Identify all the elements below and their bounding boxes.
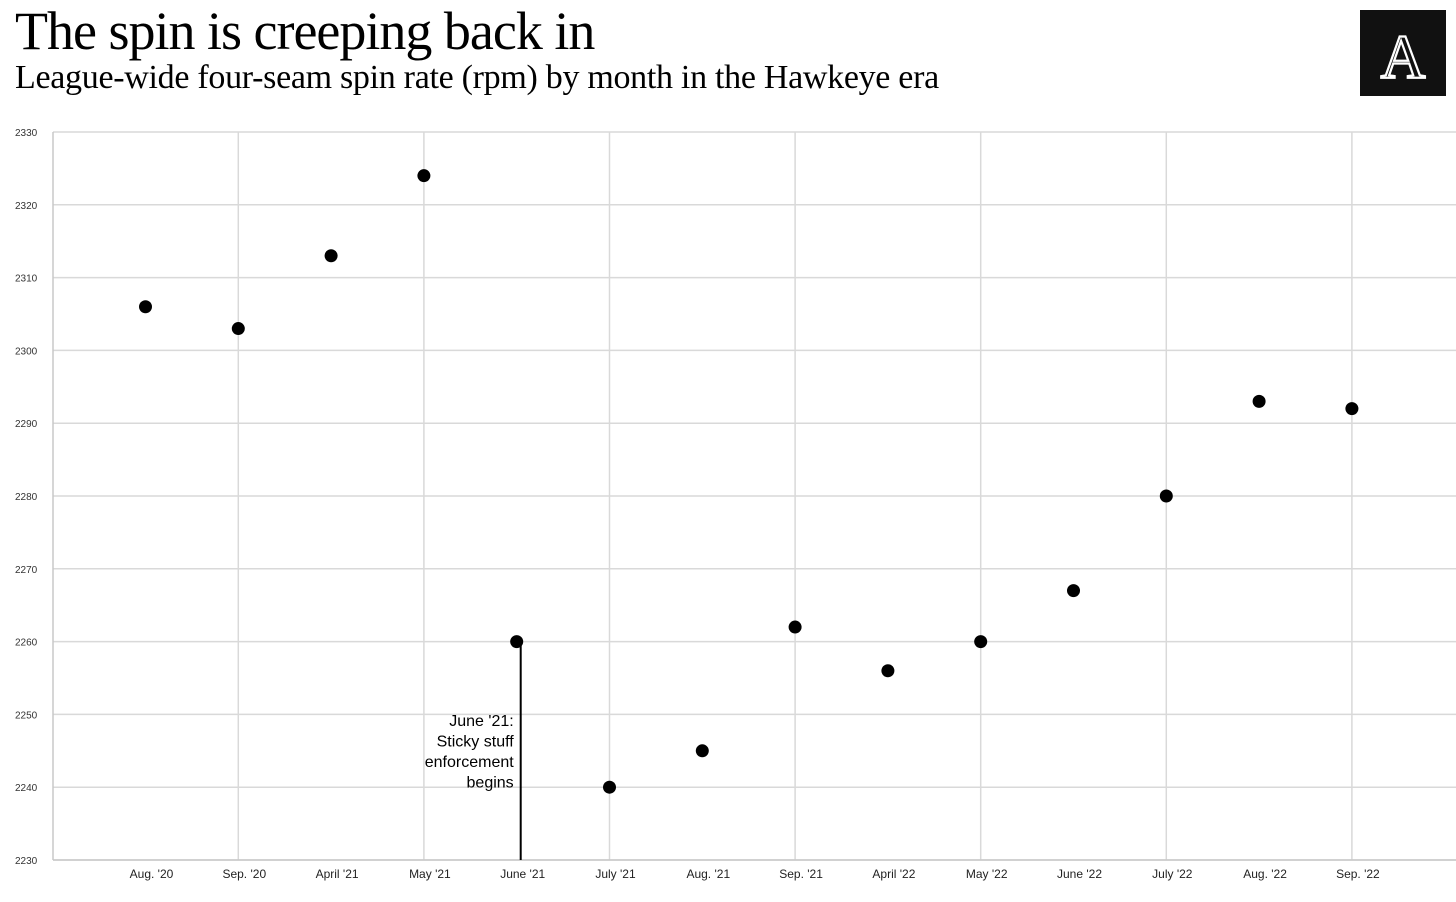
data-point	[324, 249, 338, 263]
y-axis-ticks: 2230 2240 2250 2260 2270 2280 2290 2300 2310 2320…	[15, 128, 38, 867]
data-point	[788, 620, 802, 634]
data-point	[695, 744, 709, 758]
data-point	[1345, 402, 1359, 416]
x-tick-label: Sep. '21	[779, 867, 823, 881]
annotation-line-text: June '21:	[449, 713, 513, 730]
x-tick-label: May '22	[966, 867, 1008, 881]
y-tick-label: 2290	[15, 419, 38, 430]
annotation-line-text: Sticky stuff	[437, 734, 515, 751]
x-tick-label: July '22	[1152, 867, 1193, 881]
x-tick-label: Sep. '22	[1336, 867, 1380, 881]
chart-title: The spin is creeping back in	[15, 1, 595, 61]
x-tick-label: June '21	[500, 867, 545, 881]
y-tick-label: 2280	[15, 492, 38, 503]
data-point	[139, 300, 152, 314]
x-tick-label: June '22	[1057, 867, 1102, 881]
data-point	[510, 635, 524, 649]
annotation-line-text: begins	[467, 775, 514, 792]
data-point	[974, 635, 988, 649]
data-point	[231, 322, 245, 336]
y-tick-label: 2310	[15, 274, 38, 285]
chart-subtitle: League-wide four-seam spin rate (rpm) by…	[15, 59, 939, 96]
data-point	[1067, 584, 1080, 598]
annotation-text: June '21: Sticky stuff enforcement begins	[425, 713, 514, 792]
y-tick-label: 2260	[15, 638, 38, 649]
x-tick-label: April '21	[316, 867, 359, 881]
y-tick-label: 2250	[15, 710, 38, 721]
x-tick-label: Aug. '22	[1243, 867, 1287, 881]
data-point	[881, 664, 895, 678]
annotation-line-text: enforcement	[425, 754, 514, 771]
y-tick-label: 2240	[15, 783, 38, 794]
athletic-logo-icon: A	[1380, 23, 1427, 93]
x-tick-label: Sep. '20	[222, 867, 266, 881]
x-tick-label: May '21	[409, 867, 451, 881]
x-tick-label: Aug. '20	[130, 867, 174, 881]
data-point	[1159, 489, 1173, 503]
data-point	[417, 169, 431, 183]
axes	[52, 132, 1456, 861]
x-tick-label: April '22	[872, 867, 915, 881]
y-tick-label: 2320	[15, 201, 38, 212]
y-tick-label: 2300	[15, 346, 38, 357]
x-axis-ticks: Aug. '20 Sep. '20 April '21 May '21 June '21…	[130, 867, 1380, 881]
x-tick-label: Aug. '21	[686, 867, 730, 881]
athletic-logo: A	[1360, 10, 1446, 96]
y-tick-label: 2330	[15, 128, 38, 139]
annotation: June '21: Sticky stuff enforcement begins	[425, 641, 522, 860]
data-points	[139, 169, 1359, 794]
grid-lines	[53, 131, 1456, 861]
y-tick-label: 2270	[15, 565, 38, 576]
logo-letter: A	[1381, 24, 1426, 92]
x-tick-label: July '21	[595, 867, 636, 881]
data-point	[1252, 394, 1266, 408]
y-tick-label: 2230	[15, 856, 38, 867]
data-point	[603, 780, 616, 794]
